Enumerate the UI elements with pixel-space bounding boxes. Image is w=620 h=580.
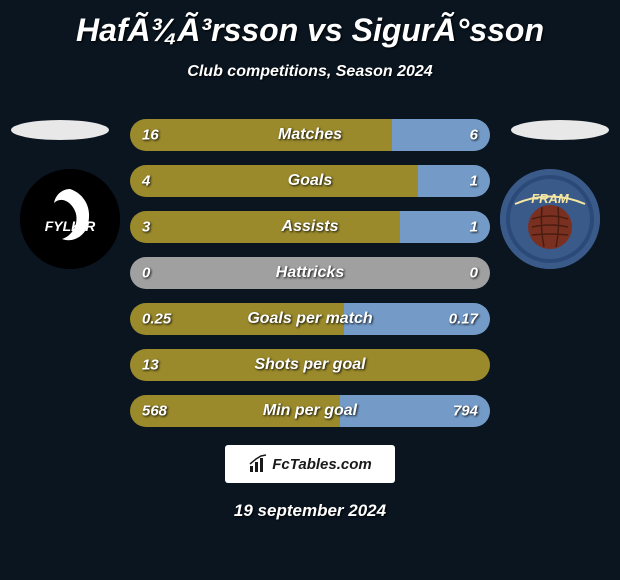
stat-row: 3 Assists 1 <box>130 211 490 243</box>
stat-value-left: 0 <box>142 265 150 282</box>
svg-text:FRAM: FRAM <box>531 191 570 206</box>
snapshot-date: 19 september 2024 <box>0 501 620 521</box>
stat-bar-right <box>418 165 490 197</box>
page-title: HafÃ¾Ã³rsson vs SigurÃ°sson <box>0 0 620 49</box>
stat-bar-left <box>130 119 392 151</box>
stat-value-right: 1 <box>470 219 478 236</box>
stat-value-left: 0.25 <box>142 311 171 328</box>
player-ellipse-right <box>510 119 610 141</box>
stat-value-left: 4 <box>142 173 150 190</box>
stat-label: Shots per goal <box>254 356 365 374</box>
club-crest-left: FYLKIR <box>20 169 120 269</box>
stat-value-left: 3 <box>142 219 150 236</box>
stat-row: 0 Hattricks 0 <box>130 257 490 289</box>
fctables-icon <box>248 454 268 474</box>
stat-value-right: 6 <box>470 127 478 144</box>
stat-row: 16 Matches 6 <box>130 119 490 151</box>
stat-value-left: 13 <box>142 357 159 374</box>
stat-row: 4 Goals 1 <box>130 165 490 197</box>
stat-row: 13 Shots per goal <box>130 349 490 381</box>
page-subtitle: Club competitions, Season 2024 <box>0 63 620 81</box>
fctables-text: FcTables.com <box>272 456 371 473</box>
comparison-content: FYLKIR FRAM 16Matches64Goals13Assists10H… <box>0 105 620 427</box>
club-crest-right: FRAM <box>500 169 600 269</box>
stat-value-right: 794 <box>453 403 478 420</box>
stat-label: Assists <box>282 218 339 236</box>
stat-bar-left <box>130 165 418 197</box>
stat-row: 568 Min per goal 794 <box>130 395 490 427</box>
player-ellipse-left <box>10 119 110 141</box>
stat-label: Goals <box>288 172 332 190</box>
stat-value-right: 0 <box>470 265 478 282</box>
stat-value-right: 1 <box>470 173 478 190</box>
stat-label: Hattricks <box>276 264 344 282</box>
stat-label: Matches <box>278 126 342 144</box>
stat-value-left: 16 <box>142 127 159 144</box>
fylkir-logo-icon: FYLKIR <box>20 169 120 269</box>
fctables-logo: FcTables.com <box>225 445 395 483</box>
fram-logo-icon: FRAM <box>500 169 600 269</box>
svg-text:FYLKIR: FYLKIR <box>45 218 96 234</box>
stat-row: 0.25 Goals per match 0.17 <box>130 303 490 335</box>
stat-value-left: 568 <box>142 403 167 420</box>
stat-value-right: 0.17 <box>449 311 478 328</box>
stat-label: Goals per match <box>247 310 372 328</box>
stat-bar-left <box>130 211 400 243</box>
stat-bars: 16Matches64Goals13Assists10Hattricks00.2… <box>130 105 490 427</box>
stat-label: Min per goal <box>263 402 357 420</box>
